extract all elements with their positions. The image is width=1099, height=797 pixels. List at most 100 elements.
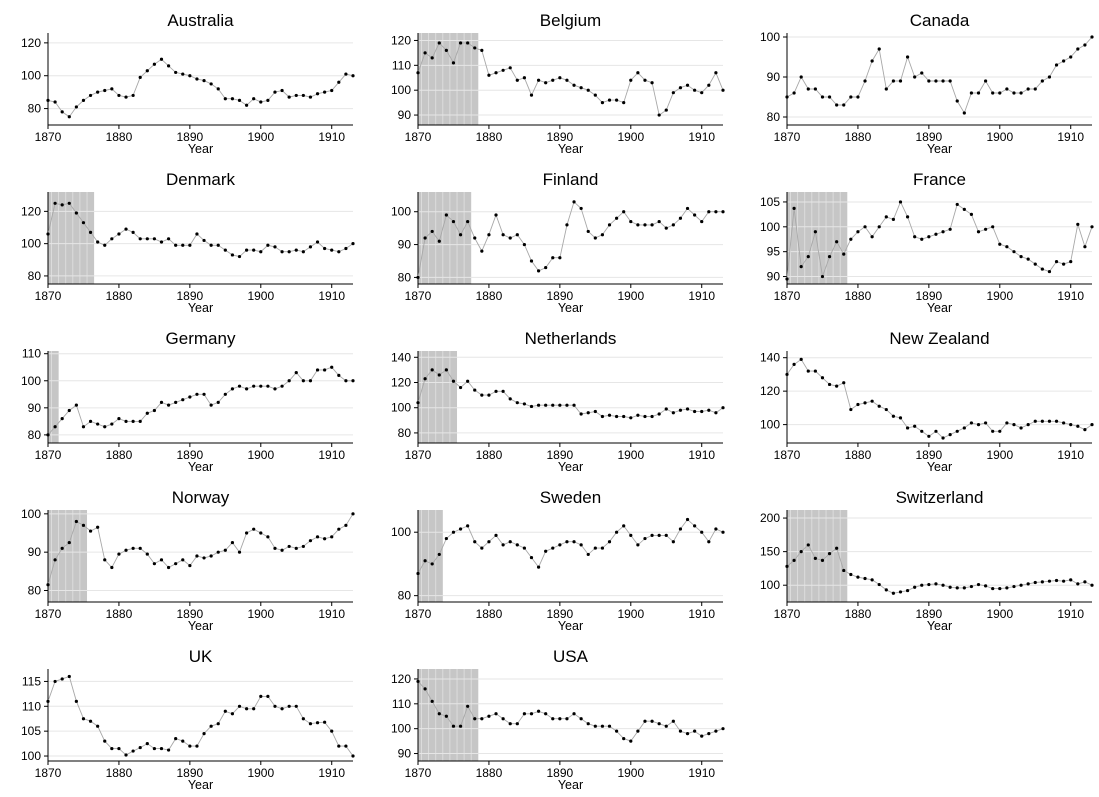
data-point — [458, 527, 463, 531]
data-point — [1054, 578, 1059, 583]
data-point — [515, 722, 519, 726]
data-point — [245, 707, 249, 711]
data-point — [46, 699, 50, 703]
data-point — [849, 407, 853, 412]
data-point — [529, 259, 534, 263]
data-point — [237, 384, 242, 388]
data-point — [856, 402, 860, 407]
data-point — [430, 368, 434, 372]
data-point — [693, 729, 697, 733]
data-point — [287, 704, 291, 708]
data-point — [593, 724, 597, 728]
data-point — [501, 389, 505, 393]
shaded-region — [48, 351, 59, 443]
y-tick-label: 200 — [760, 511, 780, 525]
panel-title-sweden: Sweden — [540, 488, 601, 507]
data-point — [188, 243, 192, 247]
data-point — [195, 744, 199, 748]
data-point — [458, 724, 463, 728]
data-point — [494, 712, 498, 716]
panel-title-australia: Australia — [167, 11, 234, 30]
data-point — [437, 552, 441, 557]
data-point — [835, 103, 839, 107]
data-point — [494, 389, 498, 393]
x-axis-label: Year — [927, 619, 952, 633]
data-point — [209, 724, 213, 728]
data-point — [707, 83, 711, 87]
x-tick-label: 1880 — [845, 448, 872, 462]
data-point — [615, 729, 619, 733]
x-tick-label: 1910 — [688, 448, 715, 462]
data-point — [976, 423, 981, 427]
x-tick-label: 1870 — [35, 130, 62, 144]
y-tick-label: 115 — [22, 674, 41, 688]
data-point — [181, 558, 185, 562]
x-tick-label: 1890 — [916, 448, 943, 462]
x-tick-label: 1880 — [476, 607, 503, 621]
data-point — [863, 79, 867, 83]
data-point — [991, 429, 995, 433]
data-point — [693, 524, 697, 528]
data-point — [529, 404, 534, 409]
data-point — [423, 236, 427, 240]
data-point — [117, 417, 121, 421]
data-point — [799, 550, 803, 554]
data-point — [323, 90, 327, 94]
data-point — [280, 707, 284, 711]
data-point — [181, 72, 185, 76]
data-point — [230, 253, 235, 257]
data-point — [721, 530, 725, 534]
data-point — [138, 419, 142, 423]
data-point — [1076, 222, 1080, 226]
data-point — [1083, 580, 1087, 584]
data-point — [1062, 421, 1066, 425]
data-point — [650, 719, 654, 723]
y-tick-label: 120 — [760, 384, 780, 398]
data-point — [884, 215, 888, 219]
data-point — [337, 744, 341, 748]
data-point — [315, 92, 320, 96]
data-point — [423, 559, 427, 563]
data-point — [451, 219, 456, 224]
data-point — [508, 66, 512, 70]
data-point — [586, 552, 590, 557]
data-point — [707, 540, 711, 544]
data-point — [544, 81, 548, 85]
data-point — [1033, 580, 1037, 585]
panel-title-norway: Norway — [172, 488, 230, 507]
data-point — [941, 436, 945, 440]
data-point — [593, 546, 597, 550]
panel-denmark: Denmark 80 100 120 1870 1880 1890 1900 1910 Year — [21, 170, 355, 315]
data-point — [579, 86, 583, 90]
x-tick-label: 1900 — [247, 130, 274, 144]
data-point — [671, 719, 675, 723]
data-point — [1005, 421, 1009, 425]
data-point — [96, 90, 100, 94]
data-point — [230, 387, 235, 391]
data-point — [913, 424, 917, 428]
data-point — [806, 543, 810, 547]
data-point — [245, 387, 249, 391]
data-point — [650, 414, 654, 419]
panel-netherlands: Netherlands 80 100 120 140 1870 1880 1890 1900 19… — [391, 329, 725, 474]
data-point — [273, 245, 277, 249]
x-tick-label: 1880 — [845, 289, 872, 303]
data-point — [898, 416, 903, 420]
data-point — [615, 216, 619, 220]
data-point — [785, 564, 789, 569]
data-point — [948, 79, 952, 83]
panel-france: France 90 95 100 105 1870 1880 1890 1900 1910 Year — [760, 170, 1094, 315]
data-point — [657, 412, 661, 416]
data-point — [643, 78, 647, 82]
y-tick-label: 105 — [760, 195, 780, 209]
data-point — [934, 582, 938, 586]
x-tick-label: 1900 — [617, 766, 644, 780]
data-point — [46, 433, 50, 437]
data-point — [707, 408, 711, 412]
data-point — [230, 540, 235, 545]
data-point — [216, 722, 220, 726]
data-point — [216, 400, 220, 405]
data-point — [259, 531, 263, 535]
data-point — [685, 206, 690, 211]
data-point — [636, 543, 640, 547]
